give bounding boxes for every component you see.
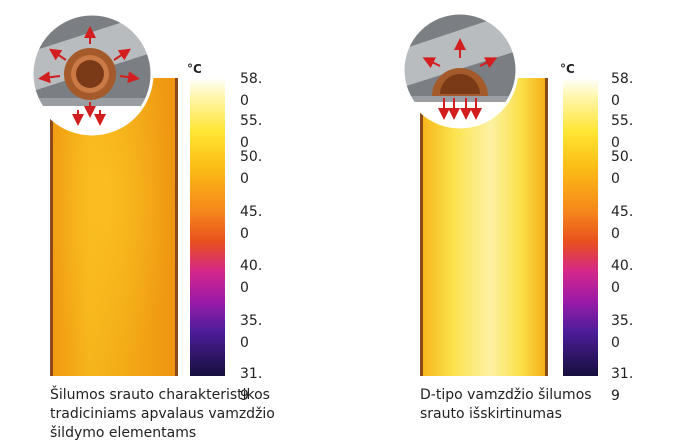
- scale-label: 35.0: [240, 313, 263, 351]
- scale-label: 31.9: [611, 366, 634, 404]
- pipe-inset: [401, 11, 519, 129]
- caption-line: Šilumos srauto charakteristikos: [50, 387, 270, 403]
- scale-label: 55.0: [611, 113, 634, 151]
- caption-line: tradiciniams apvalaus vamzdžio: [50, 406, 275, 422]
- scale-label: 45.0: [240, 204, 263, 242]
- scale-label: 40.0: [240, 258, 263, 296]
- caption-line: D-tipo vamzdžio šilumos: [420, 387, 592, 403]
- caption: Šilumos srauto charakteristikos tradicini…: [50, 386, 275, 443]
- caption-line: srauto išskirtinumas: [420, 406, 562, 422]
- thermal-image: [420, 78, 548, 376]
- unit-label: °C: [187, 62, 202, 76]
- scale-label: 50.0: [611, 149, 634, 187]
- caption-line: šildymo elementams: [50, 425, 197, 441]
- scale-label: 58.0: [240, 71, 263, 109]
- scale-label: 45.0: [611, 204, 634, 242]
- color-scale: [563, 78, 598, 376]
- scale-label: 40.0: [611, 258, 634, 296]
- pipe-inset: [30, 12, 154, 136]
- color-scale: [190, 78, 225, 376]
- scale-label: 50.0: [240, 149, 263, 187]
- unit-label: °C: [560, 62, 575, 76]
- scale-label: 31.9: [240, 366, 263, 404]
- scale-label: 55.0: [240, 113, 263, 151]
- scale-label: 58.0: [611, 71, 634, 109]
- caption: D-tipo vamzdžio šilumos srauto išskirtinu…: [420, 386, 592, 424]
- scale-label: 35.0: [611, 313, 634, 351]
